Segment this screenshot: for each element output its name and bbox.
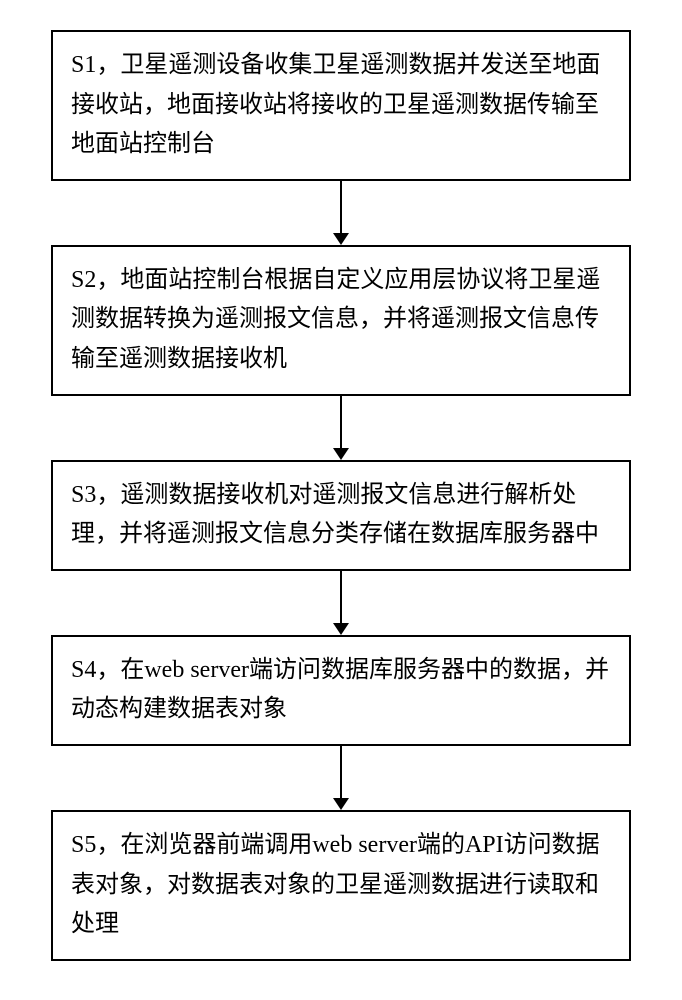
step-text-s5: S5，在浏览器前端调用web server端的API访问数据表对象，对数据表对象… bbox=[71, 826, 611, 945]
connector-line-2 bbox=[340, 396, 342, 448]
step-box-s5: S5，在浏览器前端调用web server端的API访问数据表对象，对数据表对象… bbox=[51, 810, 631, 961]
step-box-s1: S1，卫星遥测设备收集卫星遥测数据并发送至地面接收站，地面接收站将接收的卫星遥测… bbox=[51, 30, 631, 181]
step-box-s2: S2，地面站控制台根据自定义应用层协议将卫星遥测数据转换为遥测报文信息，并将遥测… bbox=[51, 245, 631, 396]
connector-3 bbox=[333, 571, 349, 635]
connector-line-4 bbox=[340, 746, 342, 798]
step-box-s4: S4，在web server端访问数据库服务器中的数据，并动态构建数据表对象 bbox=[51, 635, 631, 746]
step-text-s2: S2，地面站控制台根据自定义应用层协议将卫星遥测数据转换为遥测报文信息，并将遥测… bbox=[71, 261, 611, 380]
connector-line-1 bbox=[340, 181, 342, 233]
arrow-head-2 bbox=[333, 448, 349, 460]
arrow-head-1 bbox=[333, 233, 349, 245]
step-text-s4: S4，在web server端访问数据库服务器中的数据，并动态构建数据表对象 bbox=[71, 651, 611, 730]
arrow-head-4 bbox=[333, 798, 349, 810]
connector-4 bbox=[333, 746, 349, 810]
connector-line-3 bbox=[340, 571, 342, 623]
arrow-head-3 bbox=[333, 623, 349, 635]
step-text-s3: S3，遥测数据接收机对遥测报文信息进行解析处理，并将遥测报文信息分类存储在数据库… bbox=[71, 476, 611, 555]
step-box-s3: S3，遥测数据接收机对遥测报文信息进行解析处理，并将遥测报文信息分类存储在数据库… bbox=[51, 460, 631, 571]
connector-2 bbox=[333, 396, 349, 460]
step-text-s1: S1，卫星遥测设备收集卫星遥测数据并发送至地面接收站，地面接收站将接收的卫星遥测… bbox=[71, 46, 611, 165]
connector-1 bbox=[333, 181, 349, 245]
flowchart-container: S1，卫星遥测设备收集卫星遥测数据并发送至地面接收站，地面接收站将接收的卫星遥测… bbox=[20, 30, 662, 961]
